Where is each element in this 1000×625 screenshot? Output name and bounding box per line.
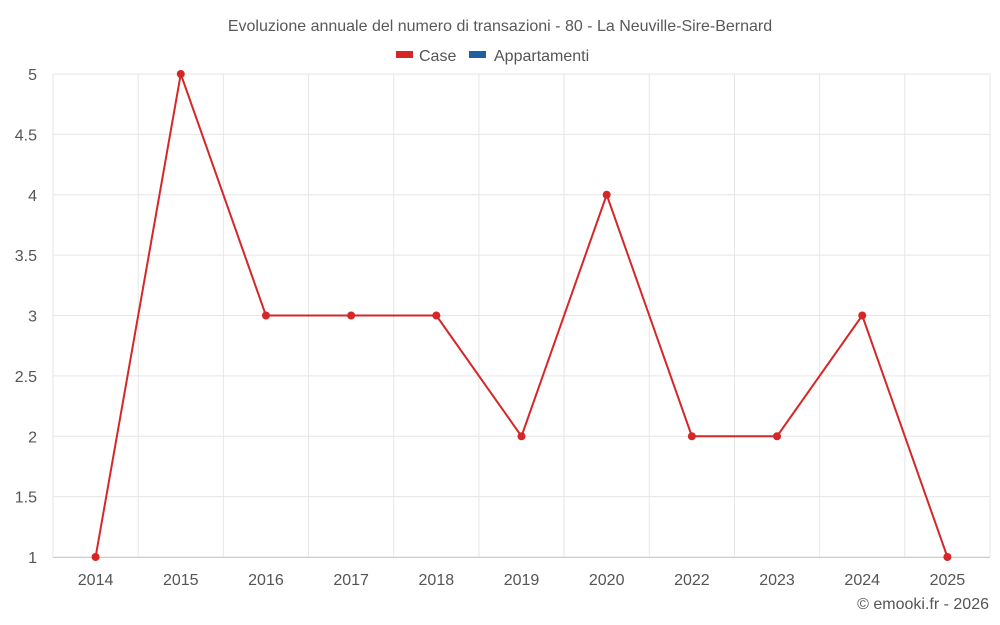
data-point[interactable]	[517, 432, 526, 441]
x-tick-label: 2017	[333, 572, 369, 589]
data-point[interactable]	[858, 311, 867, 320]
y-tick-label: 2.5	[15, 369, 37, 386]
y-axis: 1 1.5 2 2.5 3 3.5 4 4.5 5	[15, 67, 37, 567]
legend-label-case: Case	[419, 48, 456, 65]
x-axis: 2014 2015 2016 2017 2018 2019 2020 2022 2023 2024…	[53, 557, 990, 589]
data-point[interactable]	[176, 70, 185, 78]
legend-swatch-case	[396, 51, 413, 58]
x-tick-label: 2014	[78, 572, 114, 589]
x-tick-label: 2015	[163, 572, 199, 589]
chart-title: Evoluzione annuale del numero di transaz…	[228, 18, 772, 35]
data-point[interactable]	[347, 311, 356, 320]
y-tick-label: 1	[28, 550, 37, 567]
data-point[interactable]	[91, 553, 100, 561]
legend-swatch-appartamenti	[469, 51, 486, 58]
series-case	[91, 70, 952, 561]
y-tick-label: 4	[28, 188, 37, 205]
y-tick-label: 5	[28, 67, 37, 84]
y-tick-label: 4.5	[15, 127, 37, 144]
data-point[interactable]	[261, 311, 270, 320]
data-point[interactable]	[773, 432, 782, 441]
x-tick-label: 2020	[589, 572, 625, 589]
y-tick-label: 2	[28, 429, 37, 446]
x-tick-label: 2023	[759, 572, 795, 589]
data-point[interactable]	[943, 553, 952, 561]
y-tick-label: 3	[28, 309, 37, 326]
legend-item-case[interactable]: Case	[396, 48, 456, 65]
data-point[interactable]	[602, 190, 611, 199]
x-tick-label: 2019	[504, 572, 540, 589]
data-point[interactable]	[432, 311, 441, 320]
x-tick-label: 2016	[248, 572, 284, 589]
legend-label-appartamenti: Appartamenti	[494, 48, 589, 65]
x-tick-label: 2018	[419, 572, 455, 589]
legend-item-appartamenti[interactable]: Appartamenti	[469, 48, 589, 65]
grid	[52, 73, 991, 558]
x-tick-label: 2025	[930, 572, 966, 589]
y-tick-label: 3.5	[15, 248, 37, 265]
y-tick-label: 1.5	[15, 490, 37, 507]
x-tick-label: 2022	[674, 572, 710, 589]
data-point[interactable]	[687, 432, 696, 441]
x-tick-label: 2024	[844, 572, 880, 589]
credit-text: © emooki.fr - 2026	[857, 596, 989, 613]
legend: Case Appartamenti	[396, 48, 589, 65]
